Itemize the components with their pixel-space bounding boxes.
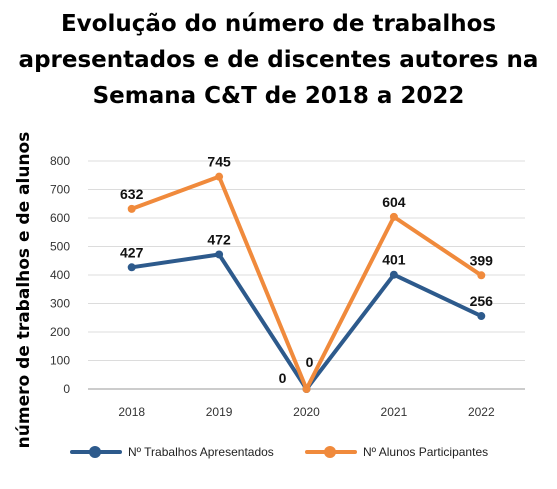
chart-title-line-2: apresentados e de discentes autores na: [18, 47, 539, 73]
y-tick-0: 0: [63, 382, 70, 396]
x-tick-labels: 2018 2019 2020 2021 2022: [118, 405, 495, 419]
data-label-1-2021: 604: [382, 194, 406, 210]
legend-item-trabalhos: Nº Trabalhos Apresentados: [70, 445, 274, 459]
data-label-0-2022: 256: [470, 293, 494, 309]
series-0-point-2022: [477, 312, 486, 321]
series-0-point-2019: [215, 250, 224, 259]
legend-label-trabalhos: Nº Trabalhos Apresentados: [128, 445, 274, 459]
y-tick-400: 400: [50, 268, 70, 282]
y-tick-500: 500: [50, 240, 70, 254]
data-label-1-2020: 0: [306, 354, 314, 370]
y-tick-200: 200: [50, 325, 70, 339]
x-tick-2019: 2019: [206, 405, 233, 419]
legend-swatch-trabalhos: [70, 445, 122, 459]
x-tick-2020: 2020: [293, 405, 320, 419]
legend-item-alunos: Nº Alunos Participantes: [305, 445, 488, 459]
chart-title-line-3: Semana C&T de 2018 a 2022: [92, 83, 465, 109]
y-tick-100: 100: [50, 354, 70, 368]
data-label-0-2021: 401: [382, 252, 406, 268]
x-tick-2022: 2022: [468, 405, 495, 419]
series-lines: [127, 172, 486, 393]
data-label-0-2020: 0: [279, 370, 287, 386]
legend-swatch-alunos: [305, 445, 357, 459]
y-tick-700: 700: [50, 183, 70, 197]
y-tick-labels: 0 100 200 300 400 500 600 700 800: [50, 154, 70, 396]
series-1-point-2022: [477, 271, 486, 280]
data-label-0-2019: 472: [207, 231, 231, 247]
series-1-point-2020: [302, 385, 311, 393]
data-labels: 427 472 0 401 256 632 745 0 604 399: [120, 154, 493, 386]
data-label-1-2019: 745: [207, 154, 231, 170]
chart-title: Evolução do número de trabalhos apresent…: [0, 6, 557, 114]
series-1-point-2021: [389, 212, 398, 221]
series-0-point-2018: [127, 263, 136, 272]
legend-label-alunos: Nº Alunos Participantes: [363, 445, 489, 459]
data-label-1-2018: 632: [120, 186, 144, 202]
series-1-point-2019: [215, 172, 224, 181]
data-label-0-2018: 427: [120, 244, 144, 260]
series-0-point-2021: [389, 270, 398, 279]
y-tick-300: 300: [50, 297, 70, 311]
x-tick-2021: 2021: [381, 405, 408, 419]
series-1-point-2018: [127, 204, 136, 213]
y-tick-800: 800: [50, 154, 70, 168]
data-label-1-2022: 399: [470, 252, 494, 268]
y-tick-600: 600: [50, 211, 70, 225]
chart-title-line-1: Evolução do número de trabalhos: [60, 11, 497, 37]
x-tick-2018: 2018: [118, 405, 145, 419]
